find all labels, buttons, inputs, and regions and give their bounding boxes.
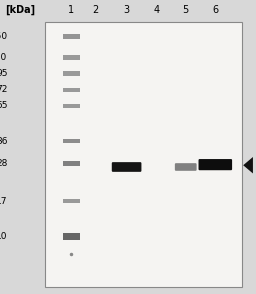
Text: 5: 5 [183,5,189,15]
Bar [63,161,80,166]
Bar [63,88,80,91]
Text: [kDa]: [kDa] [5,4,35,15]
Bar [63,71,80,76]
Bar [63,233,80,240]
Polygon shape [243,157,253,173]
FancyBboxPatch shape [198,159,232,170]
Text: 72: 72 [0,85,8,94]
Text: 95: 95 [0,69,8,78]
Bar [63,200,80,203]
Text: 250: 250 [0,32,8,41]
Text: 4: 4 [153,5,159,15]
Text: 6: 6 [212,5,218,15]
Text: 17: 17 [0,197,8,206]
Bar [63,139,80,143]
Text: 1: 1 [68,5,74,15]
Text: 130: 130 [0,53,8,62]
Text: 2: 2 [92,5,98,15]
Bar [45,22,242,287]
FancyBboxPatch shape [112,162,141,172]
Text: 3: 3 [124,5,130,15]
Bar [63,104,80,108]
Text: 55: 55 [0,101,8,110]
Text: 28: 28 [0,159,8,168]
Text: 36: 36 [0,137,8,146]
FancyBboxPatch shape [175,163,197,171]
Text: 10: 10 [0,232,8,241]
Bar [63,55,80,59]
Bar [63,34,80,39]
